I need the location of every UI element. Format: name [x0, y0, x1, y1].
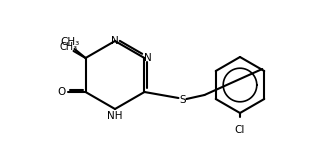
Text: CH₃: CH₃ [60, 37, 79, 47]
Text: NH: NH [107, 111, 123, 121]
Text: O: O [58, 87, 66, 97]
Text: CH₃: CH₃ [60, 42, 78, 52]
Text: S: S [179, 95, 186, 105]
Text: N: N [144, 53, 152, 63]
Text: N: N [111, 36, 119, 46]
Text: Cl: Cl [235, 125, 245, 135]
